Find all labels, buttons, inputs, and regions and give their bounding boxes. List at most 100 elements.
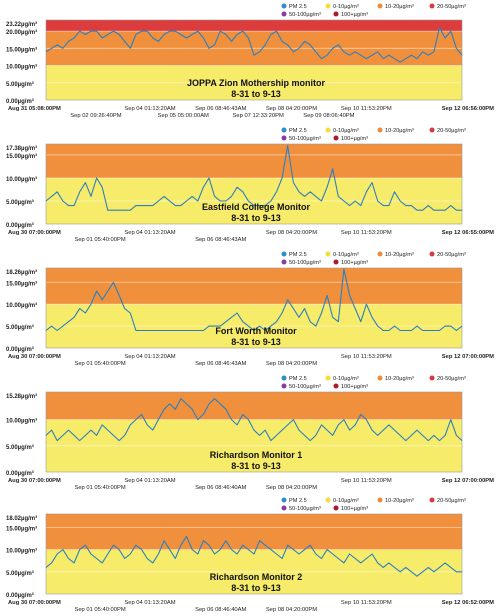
joppa-chart-panel: 23.22µg/m³ 20.00µg/m³ 15.00µg/m³ 10.00µg/m³… [0,0,500,122]
y-tick-label: 10.00µg/m³ [6,302,37,309]
plot-frame [45,391,463,473]
legend-swatch [281,251,287,257]
legend-label: PM 2.5 [289,4,307,10]
legend-swatch [281,135,287,141]
y-tick-label: 10.00µg/m³ [6,548,37,555]
chart-subtitle: 8-31 to 9-13 [231,583,281,593]
x-tick-label: Sep 08 04:20:00PM [266,106,317,112]
legend-swatch [281,3,287,9]
legend-label: 50-100µg/m³ [289,12,321,18]
x-tick-label: Sep 01 05:40:00PM [74,485,125,491]
aqi-band-band-20-50 [46,20,462,32]
y-tick-label: 0.00µg/m³ [6,222,34,229]
legend-swatch [325,127,331,133]
x-tick-label: Sep 12 06:56:00PM [442,106,494,112]
x-tick-label: Sep 12 06:52:00PM [442,600,494,606]
legend-label: 20-50µg/m³ [437,128,466,134]
legend-label: 100+µg/m³ [341,12,368,18]
legend-label: PM 2.5 [289,252,307,258]
pm25-series-line [45,398,463,442]
x-tick-label: Aug 30 07:00:00PM [8,600,61,606]
chart-title: Fort Worth Monitor [215,326,297,336]
y-tick-label: 10.00µg/m³ [6,64,37,71]
legend-swatch [333,259,339,265]
x-tick-label: Sep 04 01:13:20AM [124,230,175,236]
richardson-1-chart-panel: 15.28µg/m³ 10.00µg/m³ 5.00µg/m³ 0.00µg/m³ Au… [0,372,500,494]
legend-label: 100+µg/m³ [341,260,368,266]
chart-title: Eastfield College Monitor [202,202,311,212]
plot-frame [45,513,463,595]
y-tick-label: 0.00µg/m³ [6,470,34,477]
y-tick-label: 20.00µg/m³ [6,29,37,36]
legend-label: 10-20µg/m³ [385,4,414,10]
fort-worth-chart-panel: 18.26µg/m³ 15.00µg/m³ 10.00µg/m³ 5.00µg/m³ 0… [0,248,500,370]
chart-subtitle: 8-31 to 9-13 [231,461,281,471]
legend-label: 100+µg/m³ [341,384,368,390]
pm25-series-line [45,535,462,577]
legend-swatch [325,251,331,257]
x-tick-label: Aug 30 07:00:00PM [8,478,61,484]
y-tick-label: 15.00µg/m³ [6,153,37,160]
legend-swatch [281,127,287,133]
y-tick-label: 0.00µg/m³ [6,346,34,353]
y-tick-label: 15.00µg/m³ [6,46,37,53]
aqi-band-band-10-20 [46,392,462,420]
x-tick-label: Sep 06 08:46:43AM [195,361,246,367]
x-tick-label: Sep 09 08:06:40PM [303,113,354,119]
legend-label: 20-50µg/m³ [437,4,466,10]
plot-frame [45,143,463,225]
y-tick-label: 17.38µg/m³ [6,145,37,152]
x-tick-label: Sep 04 01:13:20AM [124,600,175,606]
x-tick-label: Sep 08 04:20:00PM [266,230,317,236]
x-tick-label: Sep 06 08:46:40AM [195,485,246,491]
eastfield-chart-panel: 17.38µg/m³ 15.00µg/m³ 10.00µg/m³ 5.00µg/m³ 0… [0,124,500,246]
legend-swatch [429,3,435,9]
legend-swatch [281,497,287,503]
y-tick-label: 23.22µg/m³ [6,21,37,28]
x-tick-label: Sep 10 11:53:20PM [341,230,392,236]
legend-label: 10-20µg/m³ [385,498,414,504]
aqi-band-band-10-20 [46,514,462,550]
y-tick-label: 15.00µg/m³ [6,525,37,532]
x-tick-label: Sep 04 01:13:20AM [124,106,175,112]
legend-swatch [325,3,331,9]
chart-subtitle: 8-31 to 9-13 [231,213,281,223]
legend-label: 0-10µg/m³ [333,376,359,382]
plot-frame [45,19,463,101]
legend-swatch [333,383,339,389]
legend-label: PM 2.5 [289,498,307,504]
legend-swatch [281,505,287,511]
legend-label: 50-100µg/m³ [289,260,321,266]
legend-label: PM 2.5 [289,376,307,382]
y-tick-label: 15.00µg/m³ [6,280,37,287]
legend-swatch [281,259,287,265]
y-tick-label: 15.28µg/m³ [6,393,37,400]
x-tick-label: Sep 02 09:26:40PM [70,113,121,119]
x-tick-label: Aug 30 07:00:00PM [8,230,61,236]
chart-title: Richardson Monitor 2 [210,572,303,582]
x-tick-label: Sep 10 11:53:20PM [341,354,392,360]
x-tick-label: Sep 08 04:20:00PM [266,485,317,491]
chart-svg: 18.26µg/m³ 15.00µg/m³ 10.00µg/m³ 5.00µg/m³ 0… [6,251,494,367]
y-tick-label: 18.02µg/m³ [6,515,37,522]
pm25-series-line [45,145,462,211]
legend-swatch [333,11,339,17]
x-tick-label: Sep 10 11:53:20PM [341,600,392,606]
legend-swatch [333,135,339,141]
pm25-series-line [45,27,463,63]
legend-swatch [377,127,383,133]
legend-swatch [281,11,287,17]
y-tick-label: 0.00µg/m³ [6,592,34,599]
chart-svg: 15.28µg/m³ 10.00µg/m³ 5.00µg/m³ 0.00µg/m³Au… [6,375,494,491]
legend-label: 50-100µg/m³ [289,384,321,390]
legend-swatch [281,383,287,389]
legend-label: 10-20µg/m³ [385,128,414,134]
legend-label: 20-50µg/m³ [437,376,466,382]
y-tick-label: 5.00µg/m³ [6,570,34,577]
chart-subtitle: 8-31 to 9-13 [231,89,281,99]
legend-swatch [377,251,383,257]
x-tick-label: Sep 04 01:13:20AM [124,478,175,484]
plot-frame [45,267,463,349]
